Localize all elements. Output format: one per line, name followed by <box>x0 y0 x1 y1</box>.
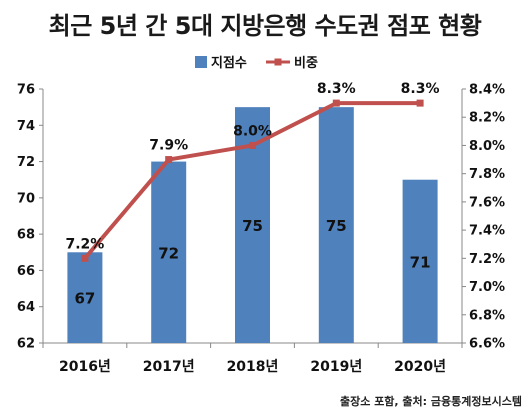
bar <box>402 179 438 343</box>
line-value-label: 7.9% <box>149 138 188 154</box>
y-right-tick-label: 7.8% <box>469 167 505 182</box>
bar-value-label: 75 <box>326 217 347 235</box>
x-tick-label: 2018년 <box>227 359 279 375</box>
y-right-tick-label: 8.2% <box>469 111 505 126</box>
bar-value-label: 75 <box>242 217 263 235</box>
y-right-tick-label: 7.0% <box>469 280 505 295</box>
legend-swatch-bar <box>195 56 207 68</box>
line-value-label: 8.3% <box>401 81 440 97</box>
line-point <box>332 99 340 107</box>
y-left-tick-label: 76 <box>17 83 35 98</box>
y-left-tick-label: 64 <box>17 300 35 315</box>
y-left-tick-label: 72 <box>17 155 35 170</box>
bar <box>67 252 103 343</box>
bar-value-label: 71 <box>410 253 431 271</box>
y-left-tick-label: 66 <box>17 264 35 279</box>
y-right-tick-label: 6.6% <box>469 337 505 352</box>
bar <box>151 161 187 343</box>
line-point <box>416 99 424 107</box>
y-right-tick-label: 7.4% <box>469 224 505 239</box>
y-left-tick-label: 74 <box>17 119 35 134</box>
legend-label: 지점수 <box>211 56 247 71</box>
y-right-tick-label: 6.8% <box>469 308 505 323</box>
line-value-label: 7.2% <box>65 236 104 252</box>
chart-title: 최근 5년 간 5대 지방은행 수도권 점포 현황 <box>48 12 482 40</box>
line-point <box>81 254 89 262</box>
x-tick-label: 2016년 <box>59 359 111 375</box>
y-left-tick-label: 70 <box>17 191 35 206</box>
x-tick-label: 2019년 <box>310 359 362 375</box>
x-tick-label: 2017년 <box>143 359 195 375</box>
line-value-label: 8.0% <box>233 123 272 139</box>
y-right-tick-label: 8.0% <box>469 139 505 154</box>
y-left-tick-label: 62 <box>17 337 35 352</box>
y-right-tick-label: 7.6% <box>469 195 505 210</box>
legend-swatch-marker <box>274 58 282 66</box>
bar-value-label: 72 <box>158 244 179 262</box>
line-value-label: 8.3% <box>317 81 356 97</box>
y-right-tick-label: 7.2% <box>469 252 505 267</box>
source-note: 출장소 포함, 출처: 금융통계정보시스템 <box>340 395 522 408</box>
legend-label: 비중 <box>294 56 318 71</box>
bar <box>318 107 354 344</box>
x-tick-label: 2020년 <box>394 359 446 375</box>
y-right-tick-label: 8.4% <box>469 83 505 98</box>
line-point <box>165 156 173 164</box>
line-point <box>249 141 256 149</box>
y-left-tick-label: 68 <box>17 228 35 243</box>
bar-value-label: 67 <box>74 290 95 308</box>
